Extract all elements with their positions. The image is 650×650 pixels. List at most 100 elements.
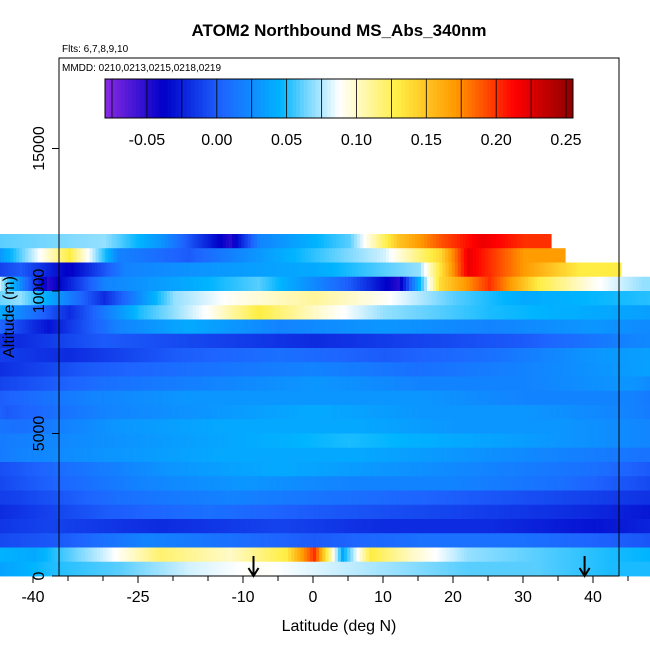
heatmap-cell: [306, 433, 310, 449]
heatmap-cell: [487, 234, 491, 249]
heatmap-cell: [500, 348, 504, 363]
heatmap-cell: [542, 305, 546, 320]
heatmap-cell: [223, 405, 227, 420]
heatmap-cell: [51, 419, 56, 434]
heatmap-cell: [505, 248, 509, 263]
heatmap-cell: [250, 319, 255, 335]
heatmap-cell: [406, 276, 410, 292]
heatmap-cell: [54, 433, 58, 449]
heatmap-cell: [190, 262, 194, 278]
heatmap-cell: [15, 433, 19, 449]
heatmap-cell: [112, 405, 116, 420]
heatmap-cell: [369, 433, 373, 449]
heatmap-cell: [644, 319, 648, 335]
heatmap-cell: [312, 433, 316, 449]
heatmap-cell: [482, 319, 486, 335]
heatmap-cell: [106, 376, 110, 392]
heatmap-cell: [223, 333, 227, 349]
heatmap-cell: [46, 305, 51, 320]
heatmap-cell: [348, 276, 352, 292]
heatmap-cell: [490, 234, 494, 249]
heatmap-cell: [523, 405, 527, 420]
heatmap-cell: [42, 419, 47, 434]
heatmap-cell: [613, 390, 617, 406]
heatmap-cell: [442, 333, 446, 349]
heatmap-cell: [481, 362, 485, 377]
heatmap-cell: [63, 433, 67, 449]
heatmap-cell: [133, 362, 138, 377]
heatmap-cell: [469, 390, 473, 406]
heatmap-cell: [395, 348, 399, 363]
heatmap-cell: [259, 248, 264, 263]
heatmap-cell: [375, 433, 379, 449]
heatmap-cell: [519, 433, 523, 449]
heatmap-cell: [428, 348, 432, 363]
heatmap-cell: [112, 262, 116, 278]
heatmap-cell: [570, 419, 574, 434]
heatmap-cell: [460, 234, 464, 249]
heatmap-cell: [335, 248, 339, 263]
heatmap-cell: [478, 376, 482, 392]
heatmap-cell: [628, 362, 632, 377]
heatmap-cell: [291, 433, 295, 449]
heatmap-cell: [181, 333, 185, 349]
heatmap-cell: [543, 262, 548, 278]
heatmap-cell: [132, 319, 136, 335]
heatmap-cell: [500, 276, 504, 292]
heatmap-cell: [575, 348, 579, 363]
heatmap-cell: [622, 362, 626, 377]
heatmap-cell: [631, 390, 635, 406]
heatmap-cell: [23, 390, 28, 406]
heatmap-cell: [67, 405, 71, 420]
heatmap-cell: [301, 405, 305, 420]
heatmap-cell: [45, 419, 50, 434]
heatmap-cell: [238, 305, 243, 320]
heatmap-cell: [430, 234, 434, 249]
heatmap-cell: [351, 419, 355, 434]
heatmap-cell: [488, 305, 492, 320]
heatmap-cell: [513, 419, 517, 434]
heatmap-cell: [11, 362, 16, 377]
heatmap-cell: [164, 348, 168, 363]
heatmap-cell: [187, 276, 191, 292]
heatmap-cell: [77, 319, 82, 335]
heatmap-cell: [529, 234, 533, 249]
heatmap-cell: [505, 333, 509, 349]
heatmap-cell: [406, 405, 410, 420]
heatmap-cell: [277, 333, 281, 349]
heatmap-cell: [153, 248, 158, 263]
heatmap-cell: [13, 419, 17, 434]
heatmap-cell: [518, 348, 522, 363]
heatmap-cell: [474, 419, 478, 434]
heatmap-cell: [172, 390, 176, 406]
heatmap-cell: [150, 433, 154, 449]
heatmap-cell: [166, 333, 170, 349]
heatmap-cell: [83, 390, 87, 406]
heatmap-cell: [28, 405, 33, 420]
heatmap-cell: [266, 276, 270, 292]
heatmap-cell: [346, 405, 350, 420]
heatmap-cell: [521, 276, 526, 292]
heatmap-cell: [378, 447, 382, 463]
heatmap-cell: [547, 390, 551, 406]
heatmap-cell: [192, 234, 197, 249]
heatmap-cell: [484, 376, 488, 392]
heatmap-cell: [202, 262, 206, 278]
heatmap-cell: [16, 305, 20, 320]
heatmap-cell: [410, 348, 414, 363]
heatmap-cell: [586, 390, 590, 406]
heatmap-cell: [163, 291, 168, 306]
heatmap-cell: [127, 276, 131, 292]
heatmap-cell: [490, 376, 494, 392]
heatmap-cell: [583, 405, 587, 420]
heatmap-cell: [118, 362, 123, 377]
heatmap-cell: [567, 262, 571, 278]
heatmap-cell: [412, 376, 416, 392]
heatmap-cell: [21, 419, 26, 434]
heatmap-cell: [479, 348, 483, 363]
heatmap-cell: [391, 248, 396, 263]
heatmap-cell: [178, 276, 182, 292]
heatmap-cell: [298, 405, 302, 420]
heatmap-cell: [520, 390, 524, 406]
heatmap-cell: [589, 291, 593, 306]
